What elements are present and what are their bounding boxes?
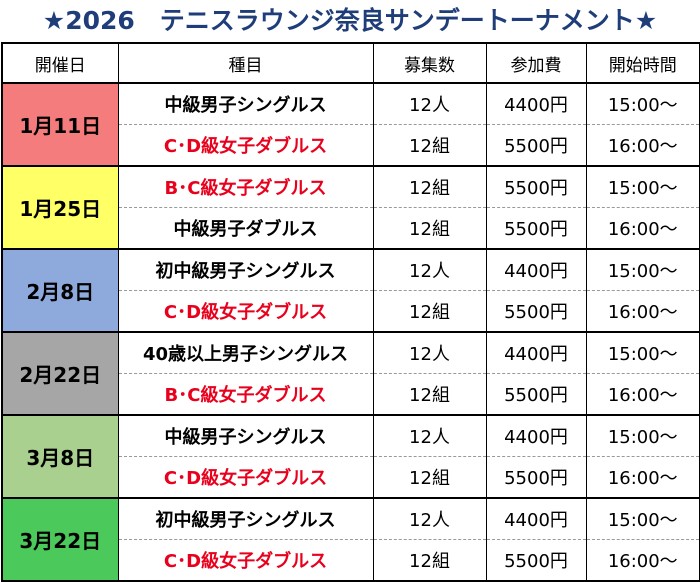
table-row: B･C級女子ダブルス 12組 5500円 16:00～ <box>2 373 700 416</box>
start-time-cell: 15:00～ <box>585 497 700 540</box>
table-row: 3月8日 中級男子シングルス 12人 4400円 15:00～ <box>1 414 700 499</box>
start-time-cell: 16:00～ <box>585 456 700 499</box>
fee-cell: 5500円 <box>485 290 587 333</box>
event-name-cell: 中級男子ダブルス <box>117 207 374 250</box>
table-row: 中級男子ダブルス 12組 5500円 16:00～ <box>2 207 700 250</box>
date-cell: 3月22日 <box>1 497 119 582</box>
capacity-cell: 12組 <box>372 373 487 416</box>
capacity-cell: 12組 <box>372 290 487 333</box>
capacity-cell: 12人 <box>372 248 487 291</box>
table-row: 1月11日 中級男子シングルス 12人 4400円 15:00～ <box>1 82 700 167</box>
table-row: C･D級女子ダブルス 12組 5500円 16:00～ <box>2 290 700 333</box>
table-row: C･D級女子ダブルス 12組 5500円 16:00～ <box>2 456 700 499</box>
start-time-cell: 16:00～ <box>585 124 700 167</box>
schedule-table: 開催日 種目 募集数 参加費 開始時間 1月11日 中級男子シングルス 12人 440… <box>1 42 700 582</box>
event-name-cell: 初中級男子シングルス <box>117 497 374 540</box>
fee-cell: 5500円 <box>485 207 587 250</box>
date-cell: 1月11日 <box>1 82 119 167</box>
table-row: 1月25日 B･C級女子ダブルス 12組 5500円 15:00～ <box>1 165 700 250</box>
table-row: 3月22日 初中級男子シングルス 12人 4400円 15:00～ <box>1 497 700 582</box>
fee-cell: 4400円 <box>485 331 587 374</box>
event-name-cell: C･D級女子ダブルス <box>117 124 374 167</box>
header-fee: 参加費 <box>485 42 587 84</box>
event-name-cell: 初中級男子シングルス <box>117 248 374 291</box>
event-name-cell: C･D級女子ダブルス <box>117 539 374 582</box>
start-time-cell: 16:00～ <box>585 373 700 416</box>
event-name-cell: 中級男子シングルス <box>117 414 374 457</box>
fee-cell: 4400円 <box>485 497 587 540</box>
table-row: 2月8日 初中級男子シングルス 12人 4400円 15:00～ <box>1 248 700 333</box>
header-event: 種目 <box>117 42 374 84</box>
fee-cell: 4400円 <box>485 82 587 125</box>
capacity-cell: 12組 <box>372 456 487 499</box>
page-title: ★2026 テニスラウンジ奈良サンデートーナメント★ <box>42 6 658 35</box>
fee-cell: 5500円 <box>485 165 587 208</box>
header-capacity: 募集数 <box>372 42 487 84</box>
start-time-cell: 15:00～ <box>585 414 700 457</box>
schedule-body: 1月11日 中級男子シングルス 12人 4400円 15:00～ C･D級女子ダブルス 12… <box>1 82 700 582</box>
capacity-cell: 12人 <box>372 414 487 457</box>
start-time-cell: 15:00～ <box>585 165 700 208</box>
date-cell: 2月22日 <box>1 331 119 416</box>
header-row: 開催日 種目 募集数 参加費 開始時間 <box>1 42 700 84</box>
start-time-cell: 15:00～ <box>585 248 700 291</box>
fee-cell: 5500円 <box>485 373 587 416</box>
fee-cell: 4400円 <box>485 248 587 291</box>
event-name-cell: C･D級女子ダブルス <box>117 456 374 499</box>
table-row: C･D級女子ダブルス 12組 5500円 16:00～ <box>2 124 700 167</box>
start-time-cell: 16:00～ <box>585 207 700 250</box>
capacity-cell: 12組 <box>372 207 487 250</box>
event-name-cell: C･D級女子ダブルス <box>117 290 374 333</box>
start-time-cell: 15:00～ <box>585 331 700 374</box>
event-name-cell: 40歳以上男子シングルス <box>117 331 374 374</box>
table-row: C･D級女子ダブルス 12組 5500円 16:00～ <box>2 539 700 582</box>
capacity-cell: 12人 <box>372 497 487 540</box>
fee-cell: 5500円 <box>485 124 587 167</box>
fee-cell: 4400円 <box>485 414 587 457</box>
fee-cell: 5500円 <box>485 456 587 499</box>
capacity-cell: 12組 <box>372 124 487 167</box>
event-name-cell: 中級男子シングルス <box>117 82 374 125</box>
start-time-cell: 16:00～ <box>585 290 700 333</box>
date-cell: 1月25日 <box>1 165 119 250</box>
event-name-cell: B･C級女子ダブルス <box>117 373 374 416</box>
capacity-cell: 12人 <box>372 82 487 125</box>
capacity-cell: 12組 <box>372 165 487 208</box>
header-date: 開催日 <box>1 42 119 84</box>
date-cell: 2月8日 <box>1 248 119 333</box>
event-name-cell: B･C級女子ダブルス <box>117 165 374 208</box>
date-cell: 3月8日 <box>1 414 119 499</box>
capacity-cell: 12人 <box>372 331 487 374</box>
start-time-cell: 15:00～ <box>585 82 700 125</box>
table-row: 2月22日 40歳以上男子シングルス 12人 4400円 15:00～ <box>1 331 700 416</box>
header-start: 開始時間 <box>585 42 700 84</box>
